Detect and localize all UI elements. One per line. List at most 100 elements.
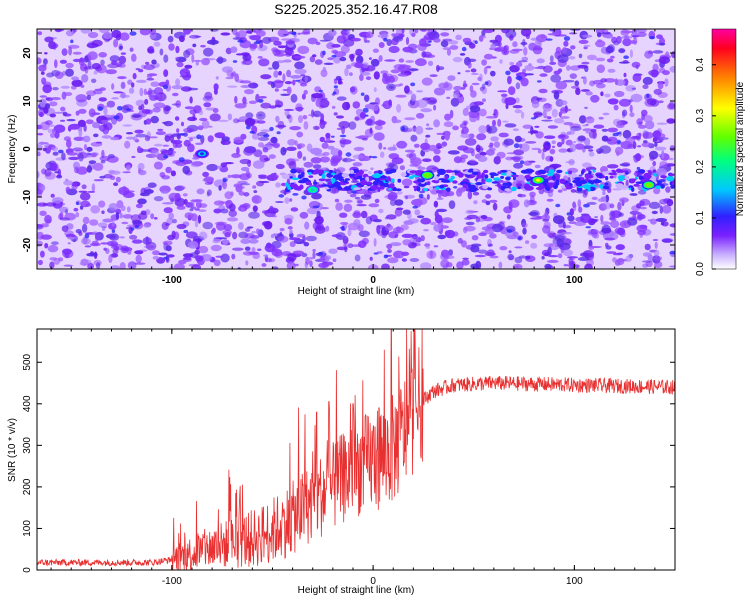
noise-blob xyxy=(90,205,101,214)
noise-blob xyxy=(612,257,617,263)
noise-blob xyxy=(294,61,305,70)
band-blob xyxy=(313,181,318,185)
noise-blob xyxy=(509,61,515,66)
noise-blob xyxy=(424,243,431,248)
noise-blob xyxy=(559,100,568,106)
noise-blob xyxy=(171,85,184,90)
noise-blob xyxy=(368,203,380,208)
band-blob xyxy=(587,186,591,192)
noise-blob xyxy=(182,193,188,197)
noise-blob xyxy=(476,133,487,141)
noise-blob xyxy=(500,46,504,51)
noise-blob xyxy=(231,153,241,158)
noise-blob xyxy=(213,238,221,242)
noise-blob xyxy=(594,216,598,219)
noise-blob xyxy=(230,174,242,179)
noise-blob xyxy=(380,70,389,74)
noise-blob xyxy=(433,87,446,96)
noise-blob xyxy=(507,229,513,233)
band-blob xyxy=(319,181,323,185)
noise-blob xyxy=(86,252,98,257)
noise-blob xyxy=(65,29,75,37)
noise-blob xyxy=(593,124,605,129)
noise-blob xyxy=(598,116,604,120)
noise-blob xyxy=(433,104,437,111)
noise-blob xyxy=(305,235,317,242)
noise-blob xyxy=(565,139,573,146)
noise-blob xyxy=(549,148,556,155)
noise-blob xyxy=(544,263,552,269)
band-blob xyxy=(301,172,305,175)
noise-blob xyxy=(421,77,433,86)
noise-blob xyxy=(415,112,425,119)
noise-blob xyxy=(586,201,597,205)
noise-blob xyxy=(162,240,173,246)
band-blob xyxy=(281,174,290,180)
noise-blob xyxy=(256,120,266,124)
noise-blob xyxy=(549,156,554,162)
noise-blob xyxy=(512,231,519,237)
noise-blob xyxy=(58,149,64,154)
noise-blob xyxy=(162,144,170,147)
noise-blob xyxy=(76,201,80,205)
noise-blob xyxy=(183,256,192,261)
noise-blob xyxy=(657,133,666,139)
noise-blob xyxy=(163,155,169,159)
band-blob xyxy=(493,177,501,181)
band-blob xyxy=(308,182,313,186)
noise-blob xyxy=(348,121,357,130)
noise-blob xyxy=(81,223,88,233)
noise-blob xyxy=(287,226,293,230)
noise-blob xyxy=(60,201,63,205)
noise-blob xyxy=(163,207,173,214)
noise-blob xyxy=(146,77,155,81)
noise-blob xyxy=(493,156,501,165)
noise-blob xyxy=(168,192,180,202)
noise-blob xyxy=(88,108,96,118)
noise-blob xyxy=(37,171,40,179)
noise-blob xyxy=(374,198,380,204)
noise-blob xyxy=(550,74,562,83)
noise-blob xyxy=(486,249,495,256)
noise-blob xyxy=(84,245,92,248)
noise-blob xyxy=(548,232,554,238)
noise-blob xyxy=(605,46,614,54)
noise-blob xyxy=(378,55,383,62)
noise-blob xyxy=(477,155,488,162)
noise-blob xyxy=(44,214,52,224)
noise-blob xyxy=(318,262,329,269)
noise-blob xyxy=(415,237,422,243)
noise-blob xyxy=(49,162,58,172)
noise-blob xyxy=(369,127,373,134)
noise-blob xyxy=(360,71,371,76)
noise-blob xyxy=(637,214,646,220)
hotspot-core xyxy=(200,152,204,156)
noise-blob xyxy=(176,61,184,68)
noise-blob xyxy=(200,44,206,48)
noise-blob xyxy=(420,217,432,225)
noise-blob xyxy=(616,151,620,157)
noise-blob xyxy=(287,253,297,262)
noise-blob xyxy=(443,121,454,128)
noise-blob xyxy=(239,158,252,165)
band-blob xyxy=(328,169,334,173)
colorbar-label: Normalized spectral amplitude xyxy=(735,81,746,216)
noise-blob xyxy=(115,176,121,183)
noise-blob xyxy=(320,69,328,78)
band-blob xyxy=(484,174,489,179)
noise-blob xyxy=(284,81,293,85)
noise-blob xyxy=(376,225,381,234)
band-blob xyxy=(413,187,418,192)
noise-blob xyxy=(183,132,188,137)
noise-blob xyxy=(215,76,219,80)
spectrogram-signal-band xyxy=(195,149,675,195)
band-blob xyxy=(426,181,431,186)
noise-blob xyxy=(503,138,514,146)
noise-blob xyxy=(189,208,194,212)
noise-blob xyxy=(561,231,572,235)
noise-blob xyxy=(75,110,80,116)
noise-blob xyxy=(567,148,571,152)
noise-blob xyxy=(574,80,580,87)
noise-blob xyxy=(462,147,475,154)
noise-blob xyxy=(109,55,120,63)
